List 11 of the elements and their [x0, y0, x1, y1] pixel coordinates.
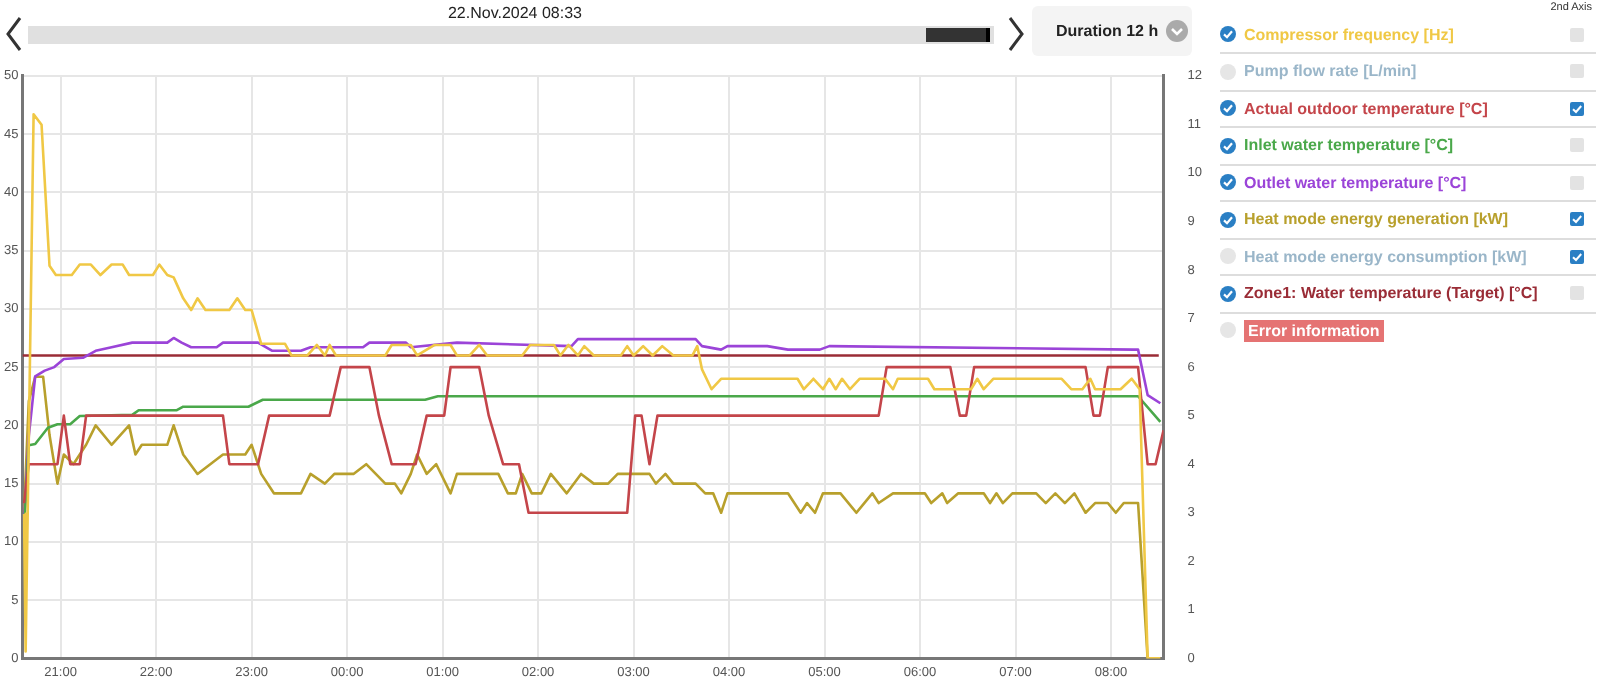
text: Compressor frequency [Hz]	[1244, 25, 1454, 43]
legend-label: Pump flow rate [L/min]	[1244, 62, 1417, 80]
legend-label: Heat mode energy consumption [kW]	[1244, 247, 1527, 265]
text: Zone1: Water temperature (Target) [°C]	[1244, 284, 1538, 302]
text: Inlet water temperature [°C]	[1244, 136, 1454, 154]
text: Duration 12 h	[1056, 22, 1159, 40]
text: Outlet water temperature [°C]	[1244, 173, 1467, 191]
chart-title: 22.Nov.2024 08:33	[445, 4, 584, 22]
text: Error information	[1244, 319, 1384, 341]
text: Heat mode energy generation [kW]	[1244, 210, 1509, 228]
text: Actual outdoor temperature [°C]	[1244, 99, 1488, 117]
